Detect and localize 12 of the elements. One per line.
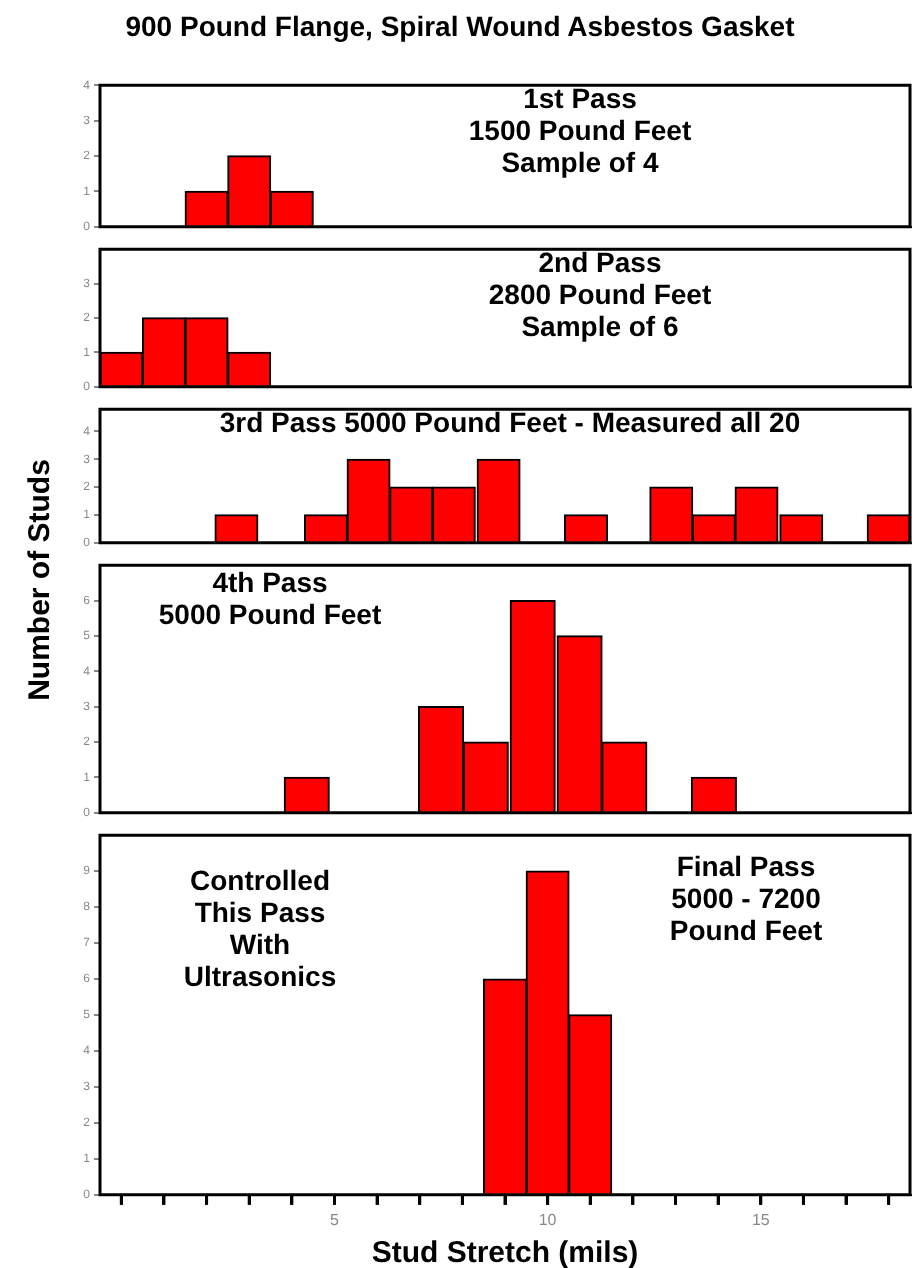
annotation: 4th Pass 5000 Pound Feet xyxy=(158,566,382,630)
annotation: 1st Pass 1500 Pound Feet Sample of 4 xyxy=(468,82,692,178)
annotation: 3rd Pass 5000 Pound Feet - Measured all 20 xyxy=(219,406,801,438)
x-axis-title: Stud Stretch (mils) xyxy=(371,1236,639,1268)
x-tick-label: 10 xyxy=(538,1210,558,1229)
annotation: Final Pass 5000 - 7200 Pound Feet xyxy=(669,850,823,946)
annotation: 2nd Pass 2800 Pound Feet Sample of 6 xyxy=(488,246,712,342)
annotation: Controlled This Pass With Ultrasonics xyxy=(183,864,337,992)
x-tick-label: 15 xyxy=(751,1210,771,1229)
y-axis-title: Number of Studs xyxy=(23,459,57,701)
chart-title: 900 Pound Flange, Spiral Wound Asbestos Gasket xyxy=(123,10,797,42)
x-tick-label: 5 xyxy=(330,1210,341,1229)
